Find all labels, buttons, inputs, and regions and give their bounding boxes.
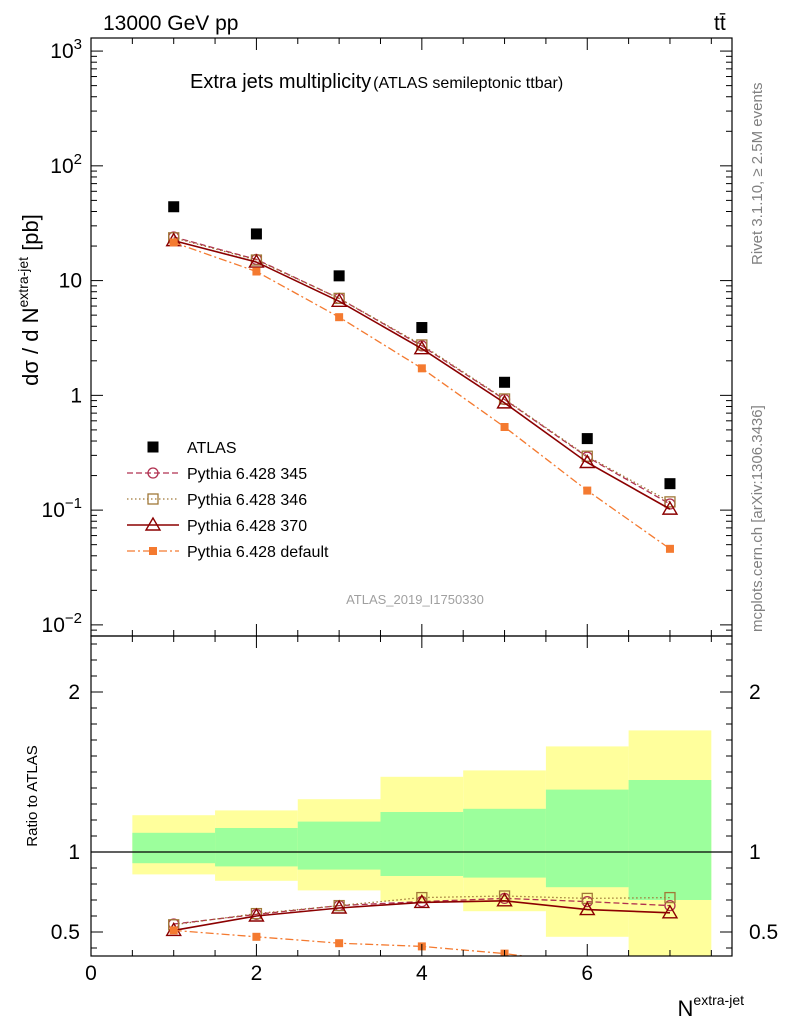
legend-item: Pythia 6.428 345 xyxy=(127,466,307,483)
data-point xyxy=(413,340,431,355)
ratio-point xyxy=(579,901,596,916)
uncertainty-band-inner xyxy=(463,808,546,878)
rivet-version-label: Rivet 3.1.10, ≥ 2.5M events xyxy=(749,83,766,266)
y-tick-label: 10 xyxy=(59,270,82,293)
data-point xyxy=(250,228,262,240)
analysis-label: ATLAS_2019_I1750330 xyxy=(346,592,484,607)
ratio-point xyxy=(661,904,679,919)
process-label: tt̄ xyxy=(714,12,726,35)
ratio-point xyxy=(252,932,261,941)
uncertainty-band-inner xyxy=(545,789,629,888)
y-tick-label: 1 xyxy=(70,384,82,407)
legend-label: Pythia 6.428 345 xyxy=(187,466,307,483)
legend-label: ATLAS xyxy=(187,440,237,457)
y-axis-label-text: dσ / d Nextra-jet [pb] xyxy=(15,214,43,386)
data-point xyxy=(664,496,676,508)
legend-marker xyxy=(147,441,159,453)
main-panel: Extra jets multiplicity (ATLAS semilepton… xyxy=(15,36,733,637)
data-point xyxy=(579,454,596,469)
ratio-y-tick-label: 1 xyxy=(68,841,80,864)
data-point xyxy=(333,270,345,282)
data-point xyxy=(496,394,513,409)
legend-label: Pythia 6.428 346 xyxy=(187,492,307,509)
x-axis-label-text: Nextra-jet xyxy=(678,992,745,1021)
data-point xyxy=(248,253,265,268)
ratio-frame xyxy=(90,635,733,957)
legend-marker xyxy=(149,547,157,555)
series-pythia-6-428-default xyxy=(169,238,674,553)
legend-label: Pythia 6.428 default xyxy=(187,544,329,561)
legend-marker xyxy=(147,493,159,505)
y-tick-label: 102 xyxy=(50,151,82,178)
ratio-y-tick-label-right: 2 xyxy=(749,681,761,704)
chart-title: Extra jets multiplicity (ATLAS semilepton… xyxy=(190,71,563,93)
ratio-point xyxy=(335,939,344,948)
y-tick-label: 10−1 xyxy=(42,495,82,522)
y-axis-label: dσ / d Nextra-jet [pb] xyxy=(15,214,43,386)
data-point xyxy=(500,422,509,431)
ratio-point xyxy=(666,968,674,976)
data-point xyxy=(168,201,180,213)
energy-label: 13000 GeV pp xyxy=(103,12,238,35)
legend-marker xyxy=(147,467,159,479)
ratio-y-tick-label-right: 1 xyxy=(749,841,761,864)
series-line xyxy=(173,239,671,510)
ratio-point xyxy=(664,891,676,904)
mcplots-label: mcplots.cern.ch [arXiv:1306.3436] xyxy=(749,405,766,632)
data-point xyxy=(661,500,679,515)
data-point xyxy=(583,486,592,495)
data-point xyxy=(169,238,178,247)
ratio-point xyxy=(496,892,513,907)
data-point xyxy=(665,544,674,553)
uncertainty-band-inner xyxy=(297,821,381,870)
data-point xyxy=(252,267,261,276)
uncertainty-band-inner xyxy=(132,832,216,864)
x-axis-label: Nextra-jet xyxy=(678,992,745,1021)
ratio-panel: 0.5 0.5 1 1 2 2 0 2 4 6 Ratio to ATLAS Nextra-jet xyxy=(24,635,778,1021)
x-tick-label: 6 xyxy=(581,962,593,985)
series-atlas xyxy=(168,201,676,490)
x-tick-label: 2 xyxy=(251,962,263,985)
data-point xyxy=(664,478,676,490)
legend-label: Pythia 6.428 370 xyxy=(187,518,307,535)
data-point xyxy=(335,313,344,322)
ratio-point xyxy=(169,926,178,935)
data-point xyxy=(330,292,348,308)
legend-item: Pythia 6.428 default xyxy=(127,544,329,561)
uncertainty-band-inner xyxy=(628,780,712,900)
legend-item: Pythia 6.428 346 xyxy=(127,492,307,509)
legend: ATLAS Pythia 6.428 345 Pythia 6.428 346 Pyt… xyxy=(127,440,329,561)
x-tick-label: 4 xyxy=(416,962,428,985)
ratio-y-tick-label: 2 xyxy=(68,681,80,704)
ratio-series-pythia-6-428-370 xyxy=(165,892,679,937)
y-tick-label: 10−2 xyxy=(42,610,82,637)
ratio-point xyxy=(330,899,348,914)
uncertainty-band-inner xyxy=(380,812,464,876)
legend-item: Pythia 6.428 370 xyxy=(127,516,307,535)
data-point xyxy=(581,433,593,445)
y-tick-label: 103 xyxy=(50,36,82,63)
data-point xyxy=(499,376,511,388)
legend-item: ATLAS xyxy=(147,440,237,457)
x-tick-label: 0 xyxy=(85,962,97,985)
data-point xyxy=(416,322,428,334)
ratio-y-tick-label: 0.5 xyxy=(51,921,80,944)
ratio-y-axis-label: Ratio to ATLAS xyxy=(24,745,41,846)
ratio-point xyxy=(248,907,265,922)
ratio-line xyxy=(173,899,670,932)
uncertainty-band-inner xyxy=(215,828,298,867)
ratio-y-tick-label-right: 0.5 xyxy=(749,921,778,944)
ratio-point xyxy=(664,899,676,912)
data-point xyxy=(581,450,593,462)
legend-marker xyxy=(144,516,162,531)
ratio-point xyxy=(413,894,431,909)
data-point xyxy=(417,364,426,373)
